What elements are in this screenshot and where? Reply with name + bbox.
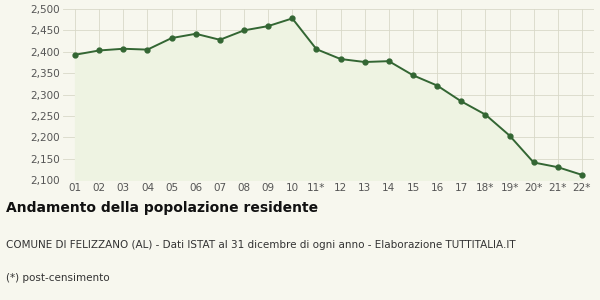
Text: Andamento della popolazione residente: Andamento della popolazione residente xyxy=(6,201,318,215)
Text: (*) post-censimento: (*) post-censimento xyxy=(6,273,110,283)
Text: COMUNE DI FELIZZANO (AL) - Dati ISTAT al 31 dicembre di ogni anno - Elaborazione: COMUNE DI FELIZZANO (AL) - Dati ISTAT al… xyxy=(6,240,515,250)
